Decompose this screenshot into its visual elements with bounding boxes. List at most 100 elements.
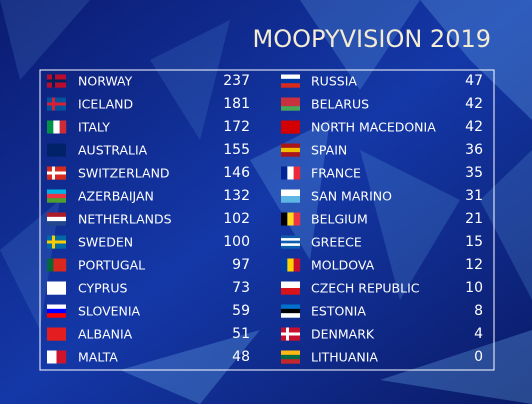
- flag-stripe: [281, 120, 300, 134]
- flag: [47, 327, 66, 341]
- flag: [47, 189, 66, 203]
- flag-stripe: [281, 97, 300, 103]
- flag: [47, 235, 66, 249]
- points: 97: [232, 257, 250, 273]
- flag-stripe: [281, 281, 300, 289]
- country-name: BELGIUM: [311, 212, 368, 227]
- flag-stripe: [47, 313, 66, 318]
- country-name: CYPRUS: [78, 281, 128, 296]
- points: 237: [223, 73, 250, 89]
- country-name: CZECH REPUBLIC: [311, 281, 420, 296]
- flag-cross: [281, 332, 300, 336]
- flag-stripe: [281, 235, 300, 239]
- flag-stripe: [281, 147, 300, 153]
- flag-stripe: [281, 196, 300, 203]
- points: 155: [223, 142, 250, 158]
- flag-stripe: [47, 198, 66, 203]
- flag-stripe: [281, 74, 300, 80]
- flag: [281, 350, 300, 364]
- flag-stripe: [281, 258, 288, 272]
- flag-stripe: [281, 238, 300, 241]
- flag-stripe: [287, 258, 294, 272]
- flag-stripe: [47, 221, 66, 226]
- country-name: SLOVENIA: [78, 304, 141, 319]
- country-name: MALTA: [78, 350, 118, 365]
- flag-stripe: [281, 313, 300, 318]
- points: 100: [223, 234, 250, 250]
- points: 73: [232, 280, 250, 296]
- country-name: BELARUS: [311, 97, 369, 112]
- flag: [47, 120, 67, 134]
- flag-stripe: [47, 350, 57, 364]
- flag-stripe: [47, 258, 54, 272]
- flag-stripe: [281, 240, 300, 244]
- flag: [281, 281, 300, 295]
- country-name: RUSSIA: [311, 74, 357, 89]
- flag: [281, 166, 301, 180]
- country-name: ALBANIA: [78, 327, 133, 342]
- flag: [281, 304, 300, 318]
- flag-stripe: [287, 212, 294, 226]
- points: 172: [223, 119, 250, 135]
- flag-stripe: [281, 189, 300, 197]
- country-name: MOLDOVA: [311, 258, 375, 273]
- flag: [281, 97, 300, 111]
- flag: [47, 350, 67, 364]
- flag: [281, 74, 300, 88]
- points: 59: [232, 303, 250, 319]
- country-name: AZERBAIJAN: [78, 189, 154, 204]
- flag-stripe: [59, 258, 67, 272]
- flag-stripe: [47, 189, 66, 195]
- country-name: SWEDEN: [78, 235, 133, 250]
- flag: [281, 258, 301, 272]
- country-name: NORTH MACEDONIA: [311, 120, 436, 135]
- flag-stripe: [47, 327, 66, 341]
- country-name: PORTUGAL: [78, 258, 145, 273]
- flag: [281, 143, 300, 157]
- country-name: ITALY: [78, 120, 110, 135]
- flag: [281, 189, 300, 203]
- table-frame: [39, 69, 495, 371]
- country-name: SAN MARINO: [311, 189, 392, 204]
- points: 42: [465, 96, 483, 112]
- title: MOOPYVISION 2019: [253, 25, 491, 53]
- country-name: DENMARK: [311, 327, 375, 342]
- points: 132: [223, 188, 250, 204]
- country-name: LITHUANIA: [311, 350, 378, 365]
- flag: [281, 120, 300, 134]
- points: 47: [465, 73, 483, 89]
- points: 12: [465, 257, 483, 273]
- country-name: ICELAND: [78, 97, 133, 112]
- flag-stripe: [281, 83, 300, 88]
- flag-stripe: [56, 350, 67, 364]
- flag: [47, 97, 66, 111]
- flag-stripe: [287, 166, 294, 180]
- points: 36: [465, 142, 483, 158]
- flag-stripe: [47, 193, 66, 199]
- flag-stripe: [281, 166, 288, 180]
- flag: [47, 74, 66, 88]
- flag: [281, 327, 300, 341]
- table: NORWAY 237 ICELAND 181 ITALY 172 AUSTRALIA 155 S…: [47, 73, 483, 365]
- flag: [47, 281, 66, 295]
- flag-stripe: [281, 304, 300, 310]
- country-name: NETHERLANDS: [78, 212, 172, 227]
- flag-stripe: [47, 281, 66, 295]
- flag-cross: [47, 79, 66, 83]
- flag-stripe: [293, 166, 301, 180]
- country-name: GREECE: [311, 235, 362, 250]
- points: 4: [474, 326, 483, 342]
- points: 21: [465, 211, 483, 227]
- flag-stripe: [53, 120, 60, 134]
- points: 8: [474, 303, 483, 319]
- flag-stripe: [47, 308, 66, 314]
- flag-stripe: [281, 288, 300, 295]
- points: 146: [223, 165, 250, 181]
- flag-stripe: [281, 308, 300, 314]
- points: 51: [232, 326, 250, 342]
- flag-cross: [47, 102, 66, 106]
- points: 35: [465, 165, 483, 181]
- flag-stripe: [293, 258, 301, 272]
- flag-stripe: [281, 106, 300, 111]
